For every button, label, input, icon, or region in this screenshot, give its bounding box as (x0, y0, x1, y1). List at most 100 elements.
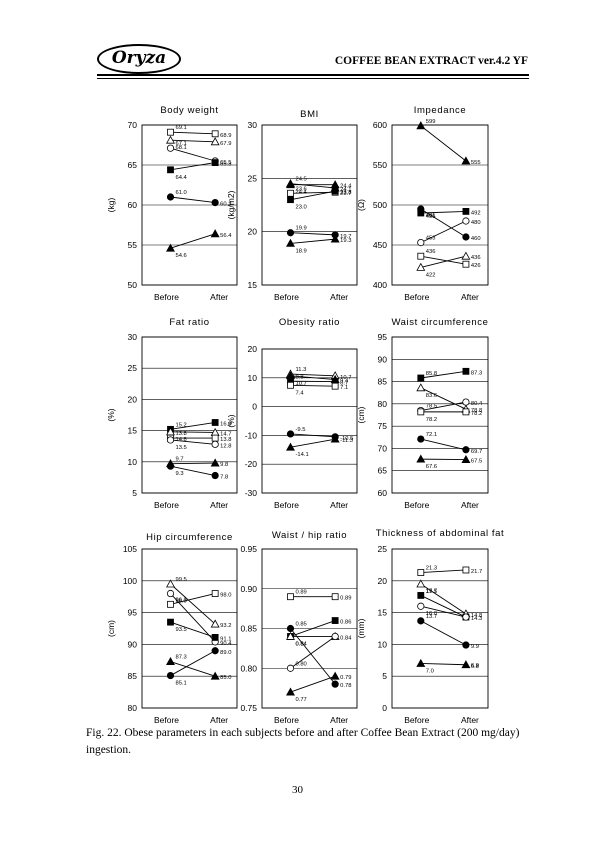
data-label-after: 555 (471, 160, 481, 166)
marker-filled-triangle (330, 234, 340, 243)
series-segment (290, 433, 336, 438)
series-segment (290, 238, 336, 244)
y-tick-label: 600 (373, 120, 387, 130)
data-label-before: 87.3 (176, 655, 187, 661)
y-tick-label: 5 (132, 488, 137, 498)
series-segment (170, 147, 216, 162)
data-label-after: 6.8 (471, 664, 479, 670)
data-label-after: 0.79 (340, 675, 351, 681)
series-line-5: 87.3 85.0 (166, 655, 231, 681)
chart-3: Impedance 400 450 500 550 600 (Ω) Before After 59… (356, 105, 489, 302)
plot-frame (261, 548, 358, 709)
plot-frame (261, 124, 358, 286)
marker-filled-triangle (461, 660, 471, 669)
data-label-before: 436 (426, 249, 436, 255)
marker-filled-square (211, 419, 219, 426)
series-segment (170, 593, 216, 605)
data-label-after: 68.9 (220, 133, 231, 139)
marker-filled-triangle (166, 243, 175, 252)
marker-open-triangle (166, 579, 175, 588)
x-tick-before: Before (404, 292, 429, 302)
y-tick-label: 10 (128, 457, 138, 467)
marker-open-square (462, 566, 470, 574)
x-tick-before: Before (274, 715, 299, 725)
series-line-4: 16.0 (417, 602, 470, 621)
series-line-6: 7.0 6.8 (416, 658, 479, 674)
data-label-after: 16.3 (220, 421, 231, 427)
chart-4: Fat ratio 5 10 15 20 25 30 (%) Before After 15.2 16… (106, 317, 238, 510)
marker-filled-triangle (416, 121, 426, 130)
data-label-after: 8.7 (340, 381, 348, 387)
marker-filled-triangle (210, 458, 220, 467)
series-line-5: 9.7 9.8 (166, 457, 228, 468)
data-label-after: -11.3 (340, 438, 353, 444)
data-label-before: 0.77 (296, 697, 307, 703)
marker-filled-circle (286, 624, 295, 633)
y-tick-label: 80 (128, 703, 138, 713)
series-segment (170, 661, 216, 677)
series-line-7: 6.9 (471, 663, 479, 669)
data-label-before: 19.5 (426, 589, 437, 595)
data-label-before: 16.0 (426, 611, 437, 617)
series-segment (420, 387, 467, 410)
series-line-3: 436 426 (417, 249, 481, 269)
y-axis-label: (cm) (356, 406, 366, 423)
y-axis-label: (Ω) (356, 199, 366, 211)
data-label-after: 436 (471, 255, 481, 261)
data-label-after: 19.7 (340, 234, 351, 240)
data-label-before: 9.3 (176, 471, 184, 477)
header-rule-thin (97, 78, 529, 79)
series-segment (420, 605, 467, 618)
data-label-before: 83.6 (426, 393, 437, 399)
data-label-before: 54.6 (176, 253, 187, 259)
data-label-after: 85.0 (220, 675, 231, 681)
y-tick-label: 50 (128, 280, 138, 290)
y-tick-label: 0.95 (240, 544, 257, 554)
y-tick-label: 75 (378, 421, 388, 431)
series-line-2: 492 (417, 207, 481, 217)
data-label-after: 90.4 (220, 641, 232, 647)
series-segment (420, 370, 466, 379)
y-tick-label: 60 (128, 200, 138, 210)
marker-filled-square (462, 367, 470, 375)
x-tick-before: Before (404, 500, 429, 510)
series-segment (170, 465, 216, 476)
marker-filled-triangle (286, 238, 295, 247)
series-line-3: 96.3 98.0 (167, 590, 231, 608)
marker-filled-circle (286, 229, 295, 237)
plot-frame (141, 124, 238, 286)
marker-filled-triangle (416, 454, 426, 463)
series-segment (420, 620, 467, 646)
series-line-6: 422 436 (416, 251, 481, 278)
marker-open-square (211, 590, 219, 597)
chart-title: Thickness of abdominal fat (376, 528, 505, 539)
chart-title: BMI (300, 109, 319, 120)
series-segment (420, 438, 467, 451)
marker-open-circle (166, 436, 175, 444)
series-line-6: 54.6 56.4 (166, 229, 232, 259)
series-segment (290, 620, 336, 637)
data-label-before: 21.3 (426, 566, 437, 572)
marker-filled-circle (417, 205, 425, 213)
y-tick-label: 60 (378, 488, 388, 498)
plot-frame (141, 548, 238, 709)
series-segment (170, 621, 216, 638)
data-label-after: 91.1 (220, 636, 231, 642)
marker-open-square (417, 408, 425, 416)
x-tick-after: After (461, 292, 479, 302)
marker-filled-triangle (166, 656, 175, 665)
figure-caption: Fig. 22. Obese parameters in each subjec… (86, 727, 520, 756)
data-label-before: 17.7 (426, 588, 437, 594)
marker-filled-triangle (286, 180, 295, 189)
marker-open-circle (462, 613, 470, 621)
y-tick-label: 0.80 (240, 663, 257, 673)
series-segment (420, 255, 467, 268)
data-label-before: 23.0 (296, 205, 307, 211)
series-line-2: 68.1 67.9 (166, 135, 231, 151)
series-segment (420, 583, 467, 615)
data-label-before: 599 (426, 119, 436, 125)
marker-filled-circle (417, 617, 425, 625)
marker-filled-triangle (461, 156, 471, 165)
x-tick-after: After (330, 292, 348, 302)
chart-title: Fat ratio (169, 317, 209, 328)
